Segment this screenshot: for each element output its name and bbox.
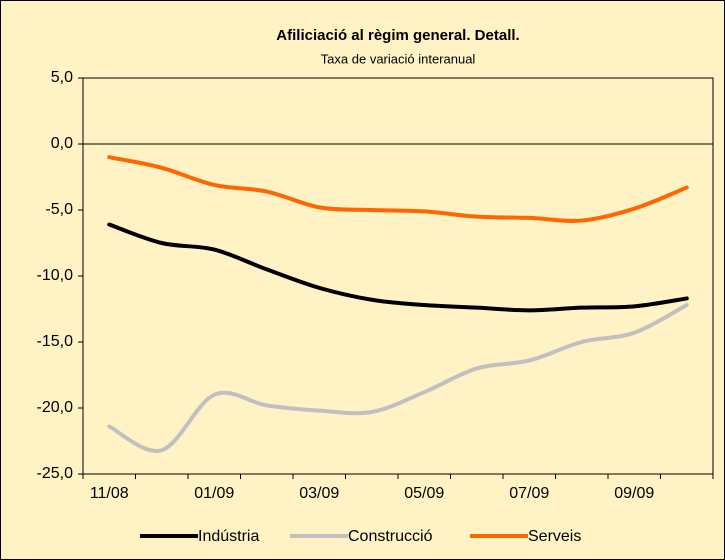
y-tick-label: -15,0 bbox=[37, 333, 74, 350]
chart-subtitle: Taxa de variació interanual bbox=[321, 51, 476, 66]
y-tick-label: -20,0 bbox=[37, 399, 74, 416]
y-tick-label: -10,0 bbox=[37, 267, 74, 284]
x-tick-label: 07/09 bbox=[509, 485, 549, 502]
series-line bbox=[107, 222, 689, 313]
y-tick-label: -5,0 bbox=[45, 201, 73, 218]
x-tick-label: 01/09 bbox=[194, 485, 234, 502]
legend-label: Construcció bbox=[348, 528, 433, 545]
legend-label: Indústria bbox=[198, 528, 259, 545]
y-tick-label: 5,0 bbox=[51, 69, 73, 86]
x-tick-label: 09/09 bbox=[614, 485, 654, 502]
chart-title: Afiliciació al règim general. Detall. bbox=[276, 27, 519, 44]
legend-label: Serveis bbox=[528, 528, 581, 545]
series-line bbox=[107, 303, 689, 453]
x-tick-label: 05/09 bbox=[404, 485, 444, 502]
x-tick-label: 11/08 bbox=[90, 485, 129, 502]
y-tick-label: -25,0 bbox=[37, 465, 74, 482]
x-tick-label: 03/09 bbox=[299, 485, 339, 502]
y-tick-label: 0,0 bbox=[51, 135, 73, 152]
plot-area bbox=[82, 77, 714, 475]
series-line bbox=[107, 155, 689, 223]
